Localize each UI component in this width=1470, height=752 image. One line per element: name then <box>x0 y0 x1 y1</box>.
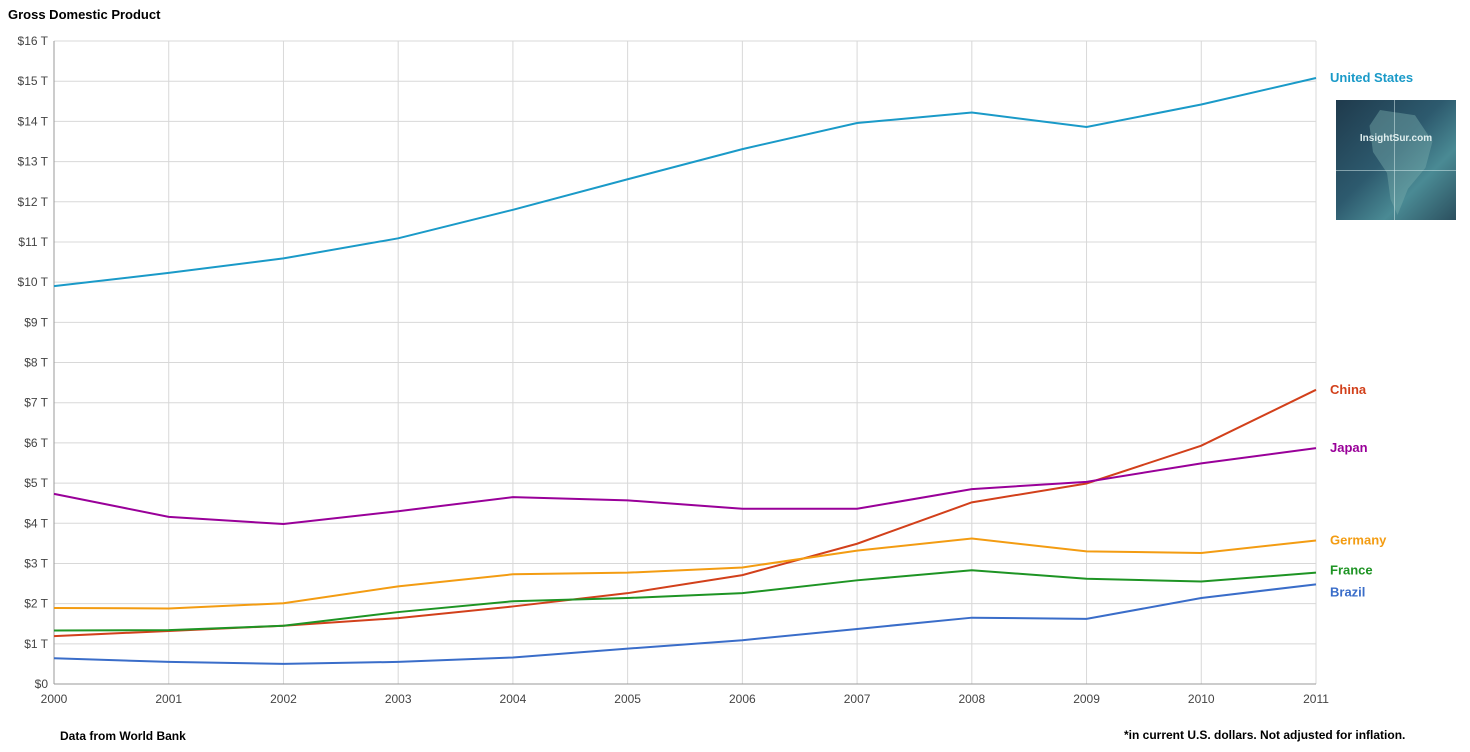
y-tick-label: $12 T <box>18 195 49 209</box>
y-tick-label: $1 T <box>24 637 48 651</box>
x-tick-label: 2000 <box>41 692 68 706</box>
x-tick-label: 2005 <box>614 692 641 706</box>
y-tick-label: $8 T <box>24 356 48 370</box>
y-tick-label: $3 T <box>24 556 48 570</box>
series-label-china: China <box>1330 382 1367 397</box>
x-tick-label: 2010 <box>1188 692 1215 706</box>
x-tick-label: 2006 <box>729 692 756 706</box>
series-line-france <box>53 569 1317 632</box>
x-tick-label: 2009 <box>1073 692 1100 706</box>
y-tick-label: $5 T <box>24 476 48 490</box>
x-axis-ticks: 2000 2001 2002 2003 2004 2005 2006 2007 2008 2009… <box>41 692 1330 706</box>
series-line-united-states <box>53 76 1317 288</box>
x-tick-label: 2002 <box>270 692 297 706</box>
series-line-germany <box>53 537 1317 610</box>
x-tick-label: 2008 <box>958 692 985 706</box>
x-tick-label: 2007 <box>844 692 871 706</box>
x-tick-label: 2001 <box>155 692 182 706</box>
insightsur-logo: InsightSur.com <box>1336 100 1456 220</box>
series-label-japan: Japan <box>1330 440 1368 455</box>
map-shape <box>1369 110 1433 215</box>
y-tick-label: $15 T <box>18 74 49 88</box>
y-tick-label: $4 T <box>24 516 48 530</box>
series-label-germany: Germany <box>1330 533 1387 548</box>
footnote: *in current U.S. dollars. Not adjusted f… <box>1124 728 1406 742</box>
series-line-brazil <box>53 583 1317 665</box>
y-axis-ticks: $0 $1 T $2 T $3 T $4 T $5 T $6 T $7 T $8 T $9 T $1… <box>18 34 49 691</box>
series-label-brazil: Brazil <box>1330 584 1365 599</box>
y-tick-label: $2 T <box>24 597 48 611</box>
series-line-japan <box>53 447 1317 526</box>
x-tick-label: 2003 <box>385 692 412 706</box>
y-tick-label: $9 T <box>24 315 48 329</box>
source-note: Data from World Bank <box>60 729 186 743</box>
y-tick-label: $7 T <box>24 396 48 410</box>
series-line-china <box>53 388 1317 638</box>
chart-title: Gross Domestic Product <box>8 7 161 22</box>
y-tick-label: $10 T <box>18 275 49 289</box>
y-tick-label: $14 T <box>18 114 49 128</box>
series-label-united-states: United States <box>1330 70 1413 85</box>
x-tick-label: 2011 <box>1303 692 1329 706</box>
grid-lines <box>53 40 1317 685</box>
y-tick-label: $0 <box>35 677 49 691</box>
series-lines <box>53 76 1317 665</box>
y-tick-label: $13 T <box>18 155 49 169</box>
logo-text: InsightSur.com <box>1359 133 1433 144</box>
y-tick-label: $11 T <box>18 235 48 249</box>
series-labels: United States China Japan Germany France Braz… <box>1330 70 1413 599</box>
y-tick-label: $16 T <box>18 34 49 48</box>
series-label-france: France <box>1330 563 1373 578</box>
x-tick-label: 2004 <box>500 692 527 706</box>
y-tick-label: $6 T <box>24 436 48 450</box>
